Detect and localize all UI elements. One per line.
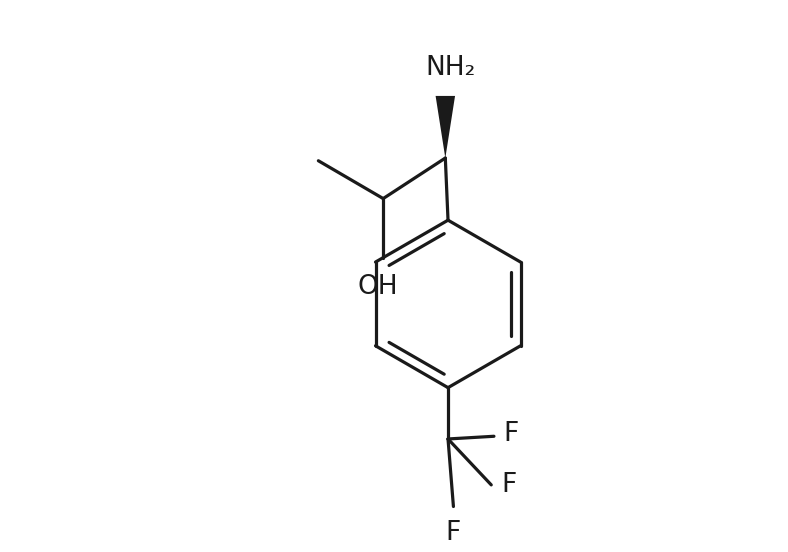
Text: F: F <box>504 421 519 447</box>
Polygon shape <box>436 96 455 158</box>
Text: OH: OH <box>358 274 398 300</box>
Text: F: F <box>446 520 461 546</box>
Text: NH₂: NH₂ <box>426 55 476 81</box>
Text: F: F <box>501 472 516 498</box>
